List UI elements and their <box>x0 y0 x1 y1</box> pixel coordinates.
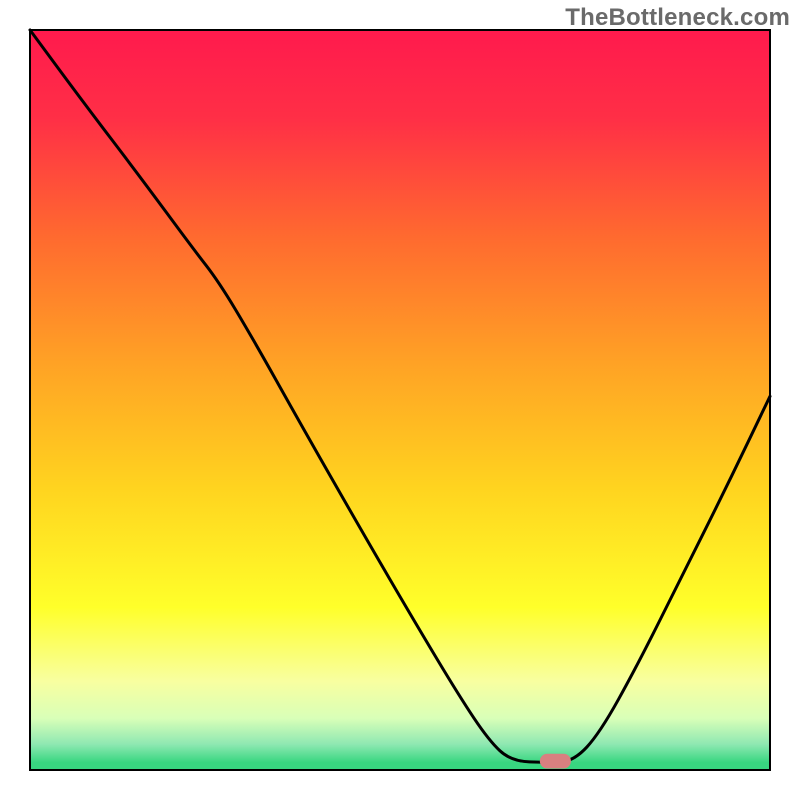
optimal-marker <box>540 754 571 769</box>
chart-root: TheBottleneck.com <box>0 0 800 800</box>
chart-background-gradient <box>30 30 770 770</box>
gradient-line-chart <box>0 0 800 800</box>
